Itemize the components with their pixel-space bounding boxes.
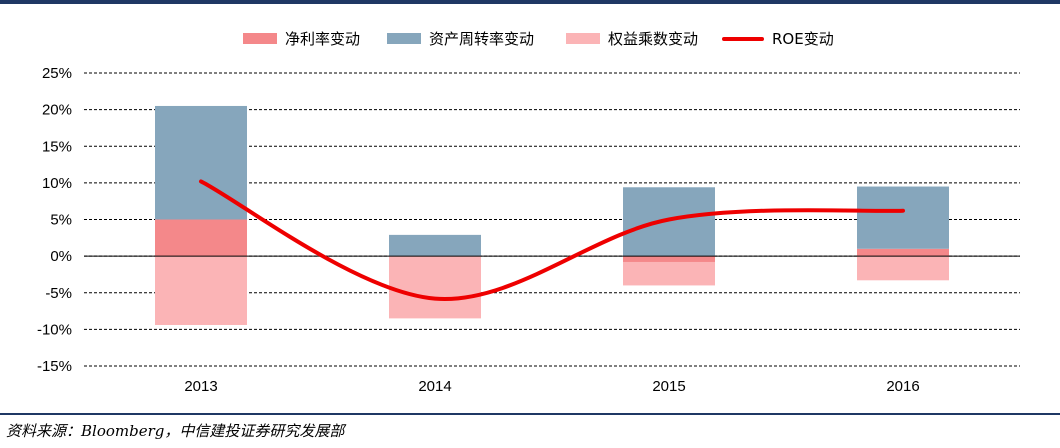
bar-net-margin [623,256,715,262]
roe-line-group [199,179,905,301]
legend-label-net-margin: 净利率变动 [285,30,361,48]
x-tick-label: 2014 [418,378,451,395]
legend-swatch-equity-multiplier [566,33,600,44]
legend-label-equity-multiplier: 权益乘数变动 [608,30,699,48]
y-tick-label: -15% [37,358,72,375]
bottom-rule [0,413,1060,415]
y-tick-label: 25% [42,65,72,82]
y-tick-label: 15% [42,138,72,155]
x-tick-label: 2015 [652,378,685,395]
source-note: 资料来源：Bloomberg，中信建投证券研究发展部 [6,422,345,440]
bars [155,105,949,325]
y-tick-label: 5% [50,212,72,229]
x-axis-ticks: 2013 2014 2015 2016 [184,378,919,395]
legend-label-asset-turnover: 资产周转率变动 [429,30,535,48]
legend-label-roe: ROE变动 [772,30,834,48]
y-tick-label: -5% [45,285,72,302]
top-rule [0,0,1060,4]
legend-swatch-asset-turnover [387,33,421,44]
bar-equity-multiplier [389,256,481,319]
y-axis-ticks: -15% -10% -5% 0% 5% 10% 15% 20% 25% [37,65,72,375]
bar-asset-turnover [857,186,949,249]
bar-equity-multiplier [623,261,715,286]
y-tick-label: 0% [50,248,72,265]
legend-item-equity-multiplier: 权益乘数变动 [566,28,698,49]
legend-item-net-margin: 净利率变动 [243,28,360,49]
x-tick-label: 2016 [886,378,919,395]
bar-asset-turnover [389,234,481,257]
roe-decomposition-chart: -15% -10% -5% 0% 5% 10% 15% 20% 25% 2013 2014 2015… [37,65,1020,395]
y-tick-label: -10% [37,321,72,338]
bar-equity-multiplier [857,256,949,281]
bar-net-margin [857,248,949,257]
roe-line [199,179,905,301]
legend-swatch-net-margin [243,33,277,44]
bar-asset-turnover [623,187,715,257]
bar-equity-multiplier [155,256,247,325]
y-tick-label: 20% [42,102,72,119]
x-tick-label: 2013 [184,378,217,395]
y-tick-label: 10% [42,175,72,192]
legend: 净利率变动 资产周转率变动 权益乘数变动 ROE变动 [0,28,1060,52]
legend-item-asset-turnover: 资产周转率变动 [387,28,534,49]
bar-net-margin [155,219,247,257]
legend-line-roe [722,36,764,41]
legend-item-roe: ROE变动 [722,28,834,49]
